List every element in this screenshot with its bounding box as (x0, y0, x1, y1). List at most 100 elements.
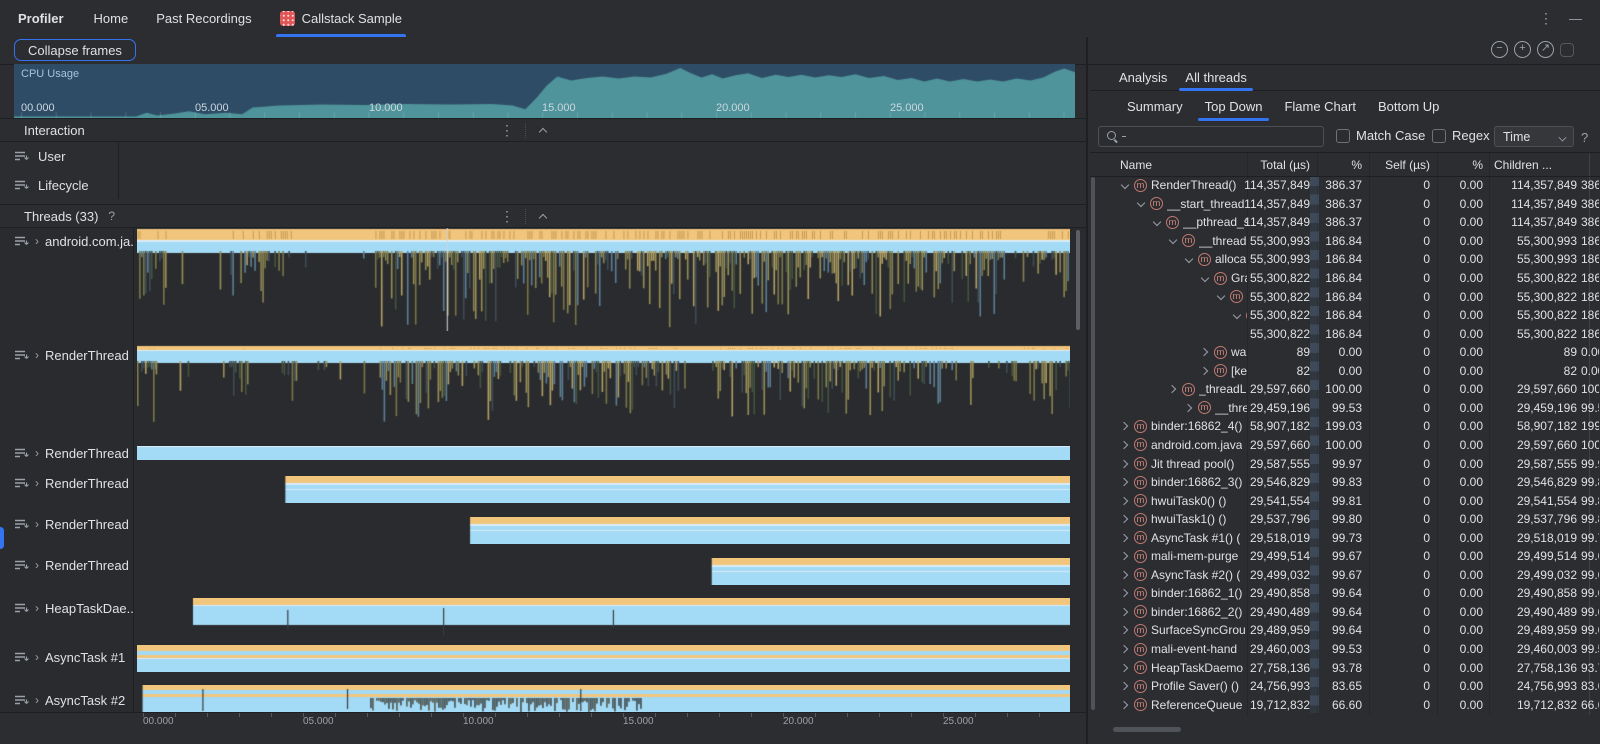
chevron-right-icon[interactable] (1120, 625, 1130, 635)
chevron-right-icon[interactable]: › (35, 650, 39, 664)
tab-callstack-sample[interactable]: Callstack Sample (266, 0, 416, 37)
column-header-name[interactable]: Name (1120, 157, 1153, 172)
track-options-icon[interactable] (14, 235, 29, 248)
chevron-right-icon[interactable]: › (35, 601, 39, 615)
table-row[interactable]: m AsyncTask #1() (29,518,019 99.73 0 0.00 29,… (1090, 528, 1600, 547)
column-divider[interactable] (1369, 152, 1370, 715)
thread-track-asynctask-2[interactable] (137, 685, 1070, 712)
chevron-right-icon[interactable] (1120, 496, 1130, 506)
tab-bottom-up[interactable]: Bottom Up (1377, 99, 1440, 114)
table-row[interactable]: m Jit thread pool() 29,587,555 99.97 0 0.00 29… (1090, 454, 1600, 473)
chevron-right-icon[interactable] (1200, 366, 1210, 376)
tab-all-threads[interactable]: All threads (1179, 64, 1254, 91)
chevron-right-icon[interactable] (1120, 663, 1130, 673)
track-options-icon[interactable] (14, 150, 29, 163)
search-field[interactable] (1098, 126, 1324, 147)
column-header-total-s[interactable]: Total (µs) (1260, 157, 1310, 172)
tab-analysis[interactable]: Analysis (1119, 69, 1168, 85)
table-row[interactable]: m hwuiTask1() () 29,537,796 99.80 0 0.00 29,53… (1090, 510, 1600, 529)
chevron-right-icon[interactable]: › (35, 348, 39, 362)
more-vertical-icon[interactable]: ⋮ (1539, 10, 1553, 26)
table-row[interactable]: m [ke 82 0.00 0 0.00 82 0.00 (1090, 362, 1600, 381)
thread-track-heaptaskdae[interactable] (137, 598, 1070, 638)
thread-track-renderthread[interactable] (137, 446, 1070, 460)
thread-track-android-com-ja[interactable] (137, 228, 1070, 331)
more-vertical-icon[interactable]: ⋮ (500, 207, 514, 224)
tab-past-recordings[interactable]: Past Recordings (142, 0, 265, 37)
chevron-down-icon[interactable] (1136, 199, 1146, 209)
column-header-[interactable]: % (1351, 157, 1362, 172)
interaction-header[interactable]: Interaction ⋮ (0, 118, 1086, 142)
chevron-right-icon[interactable] (1120, 570, 1130, 580)
table-row[interactable]: m RenderThread() 114,357,849 386.37 0 0.00 114… (1090, 176, 1600, 195)
column-header-children[interactable]: Children ... (1494, 157, 1553, 172)
table-row[interactable]: m__thread29,459,19699.5300.0029,459,1969… (1090, 399, 1600, 418)
chevron-right-icon[interactable] (1200, 347, 1210, 357)
table-row[interactable]: m ReferenceQueue 19,712,832 66.60 0 0.00 19,71… (1090, 695, 1600, 714)
chevron-right-icon[interactable]: › (35, 517, 39, 531)
tab-home[interactable]: Home (80, 0, 143, 37)
table-horizontal-scrollbar[interactable] (1113, 727, 1181, 732)
chevron-right-icon[interactable]: › (35, 558, 39, 572)
threads-vertical-scrollbar[interactable] (1076, 230, 1080, 330)
thread-row-renderthread[interactable]: › RenderThread (0, 475, 133, 491)
table-row[interactable]: m alloca 55,300,993 186.84 0 0.00 55,300,993 18… (1090, 250, 1600, 269)
column-header-[interactable]: % (1472, 157, 1483, 172)
time-dropdown[interactable]: Time (1494, 126, 1574, 147)
table-vertical-scrollbar[interactable] (1091, 177, 1095, 710)
table-row[interactable]: m binder:16862_4() 58,907,182 199.03 0 0.00 58… (1090, 417, 1600, 436)
chevron-right-icon[interactable]: › (35, 476, 39, 490)
track-options-icon[interactable] (14, 179, 29, 192)
minimize-icon[interactable]: — (1569, 11, 1582, 26)
thread-track-asynctask-1[interactable] (137, 645, 1070, 672)
panel-divider[interactable] (1086, 37, 1088, 744)
zoom-in-icon[interactable]: + (1514, 41, 1531, 58)
thread-row-renderthread[interactable]: › RenderThread (0, 445, 133, 461)
thread-track-renderthread[interactable] (137, 345, 1070, 435)
collapse-frames-button[interactable]: Collapse frames (14, 39, 136, 61)
regex-checkbox[interactable] (1432, 128, 1446, 143)
chevron-down-icon[interactable] (1168, 236, 1178, 246)
table-row[interactable]: m _threadL 29,597,660 100.00 0 0.00 29,597,660… (1090, 380, 1600, 399)
thread-row-renderthread[interactable]: › RenderThread (0, 347, 133, 363)
help-icon[interactable]: ? (1581, 130, 1589, 145)
interaction-row-lifecycle[interactable]: Lifecycle (0, 171, 133, 199)
table-row[interactable]: m SurfaceSyncGrou 29,489,959 99.64 0 0.00 29,4… (1090, 621, 1600, 640)
thread-track-renderthread[interactable] (137, 476, 1070, 503)
chevron-right-icon[interactable] (1120, 440, 1130, 450)
table-row[interactable]: 55,300,822 186.84 0 0.00 55,300,822 186 (1090, 324, 1600, 343)
chevron-right-icon[interactable] (1120, 459, 1130, 469)
table-row[interactable]: m __pthread_s 114,357,849 386.37 0 0.00 114,35… (1090, 213, 1600, 232)
match-case-checkbox[interactable] (1336, 128, 1350, 143)
table-row[interactable]: m Profile Saver() () 24,756,993 83.65 0 0.00 2… (1090, 677, 1600, 696)
chevron-right-icon[interactable] (1120, 551, 1130, 561)
table-row[interactable]: m binder:16862_2() 29,490,489 99.64 0 0.00 29,… (1090, 603, 1600, 622)
help-icon[interactable]: ? (108, 209, 116, 223)
search-history-icon[interactable] (1122, 135, 1126, 138)
track-options-icon[interactable] (14, 447, 29, 460)
track-options-icon[interactable] (14, 477, 29, 490)
track-options-icon[interactable] (14, 349, 29, 362)
column-divider[interactable] (1247, 152, 1248, 715)
thread-row-android-com-ja[interactable]: › android.com.ja... (0, 233, 133, 249)
tab-top-down[interactable]: Top Down (1197, 91, 1270, 122)
table-row[interactable]: m __start_thread 114,357,849 386.37 0 0.00 114… (1090, 195, 1600, 214)
search-input[interactable] (1131, 128, 1305, 145)
zoom-out-icon[interactable]: − (1491, 41, 1508, 58)
chevron-right-icon[interactable] (1184, 403, 1194, 413)
threads-header[interactable]: Threads (33) ? ⋮ (0, 204, 1086, 228)
table-row[interactable]: m HeapTaskDaemo 27,758,136 93.78 0 0.00 27,758… (1090, 658, 1600, 677)
table-row[interactable]: m mali-event-hand 29,460,003 99.53 0 0.00 29,4… (1090, 640, 1600, 659)
chevron-down-icon[interactable] (1216, 292, 1226, 302)
thread-track-renderthread[interactable] (137, 558, 1070, 585)
chevron-right-icon[interactable] (1120, 607, 1130, 617)
column-divider[interactable] (1437, 152, 1438, 715)
chevron-right-icon[interactable] (1120, 588, 1130, 598)
chevron-right-icon[interactable] (1120, 700, 1130, 710)
reset-zoom-icon[interactable]: ↗ (1537, 41, 1554, 58)
chevron-down-icon[interactable] (1184, 254, 1194, 264)
table-row[interactable]: m binder:16862_3() 29,546,829 99.83 0 0.00 29,… (1090, 473, 1600, 492)
